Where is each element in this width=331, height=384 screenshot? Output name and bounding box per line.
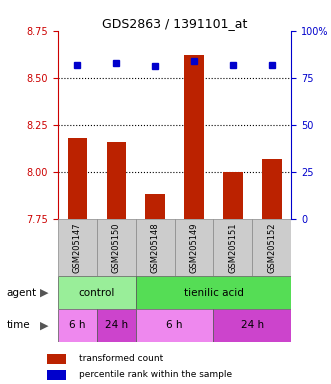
Text: ▶: ▶ xyxy=(40,288,49,298)
Text: GSM205151: GSM205151 xyxy=(228,222,237,273)
Text: agent: agent xyxy=(7,288,37,298)
Text: 24 h: 24 h xyxy=(105,320,128,331)
Text: GSM205148: GSM205148 xyxy=(151,222,160,273)
Bar xyxy=(97,219,136,276)
Title: GDS2863 / 1391101_at: GDS2863 / 1391101_at xyxy=(102,17,247,30)
Bar xyxy=(58,309,97,342)
Bar xyxy=(136,276,291,309)
Bar xyxy=(97,309,136,342)
Text: time: time xyxy=(7,320,30,331)
Text: GSM205147: GSM205147 xyxy=(73,222,82,273)
Text: GSM205152: GSM205152 xyxy=(267,222,276,273)
Bar xyxy=(252,219,291,276)
Bar xyxy=(136,219,175,276)
Text: transformed count: transformed count xyxy=(79,354,163,363)
Text: 24 h: 24 h xyxy=(241,320,264,331)
Text: percentile rank within the sample: percentile rank within the sample xyxy=(79,370,232,379)
Bar xyxy=(58,219,97,276)
Bar xyxy=(107,142,126,219)
Bar xyxy=(262,159,282,219)
Text: control: control xyxy=(79,288,115,298)
Bar xyxy=(47,354,66,364)
Bar xyxy=(145,194,165,219)
Bar xyxy=(175,219,213,276)
Bar xyxy=(223,172,243,219)
Bar xyxy=(213,219,252,276)
Bar xyxy=(68,138,87,219)
Text: GSM205150: GSM205150 xyxy=(112,222,121,273)
Text: 6 h: 6 h xyxy=(69,320,86,331)
Bar xyxy=(213,309,291,342)
Bar xyxy=(58,276,136,309)
Bar xyxy=(136,309,213,342)
Text: tienilic acid: tienilic acid xyxy=(184,288,243,298)
Bar xyxy=(47,370,66,381)
Text: 6 h: 6 h xyxy=(166,320,183,331)
Text: ▶: ▶ xyxy=(40,320,49,331)
Bar xyxy=(184,55,204,219)
Text: GSM205149: GSM205149 xyxy=(190,222,199,273)
